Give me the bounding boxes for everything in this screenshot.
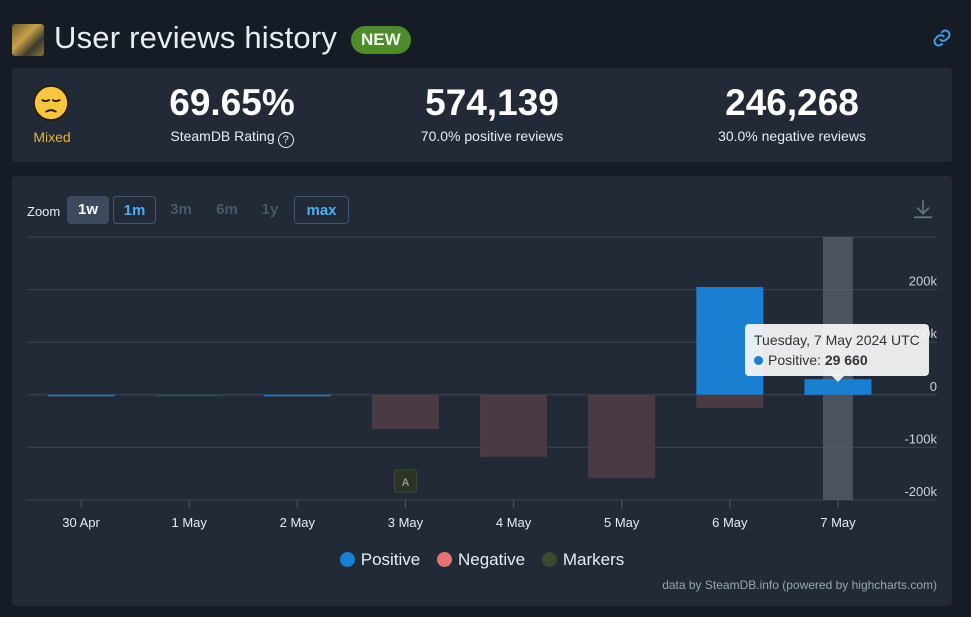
rating-summary: Mixed 69.65% SteamDB Rating? 574,139 70.… — [12, 68, 952, 162]
zoom-1w-button[interactable]: 1w — [67, 196, 109, 224]
x-tick-label: 4 May — [496, 515, 532, 530]
reviews-chart: A 30 Apr 1 May 2 May 3 May 4 May 5 May 6 May 7 M… — [12, 176, 952, 606]
steamdb-rating-label: SteamDB Rating — [170, 128, 275, 144]
chart-canvas: A 30 Apr 1 May 2 May 3 May 4 May 5 May 6 May 7 M… — [27, 236, 938, 530]
legend-dot-markers — [541, 552, 557, 567]
bar-negative — [371, 394, 439, 429]
chart-legend: Positive Negative Markers — [12, 550, 952, 570]
positive-count: 574,139 — [425, 82, 559, 123]
y-tick-label: 0 — [930, 379, 937, 394]
x-tick-label: 6 May — [712, 515, 748, 530]
tooltip-series-dot — [754, 356, 763, 365]
bar-negative — [480, 394, 548, 457]
link-icon[interactable] — [932, 28, 952, 48]
legend-dot-negative — [437, 552, 452, 567]
negative-label: 30.0% negative reviews — [718, 128, 866, 144]
bar-positive — [263, 394, 331, 397]
tooltip-pointer — [830, 375, 845, 382]
bar-negative — [588, 394, 656, 478]
legend-label-negative: Negative — [458, 550, 526, 569]
legend-item-markers[interactable]: Markers — [541, 550, 625, 570]
y-tick-label: 200k — [909, 274, 938, 289]
bar-negative — [696, 394, 764, 408]
legend-item-positive[interactable]: Positive — [339, 550, 421, 570]
legend-label-markers: Markers — [562, 550, 625, 569]
positive-reviews-stat: 574,139 70.0% positive reviews — [402, 82, 582, 144]
rating-label: Mixed — [33, 129, 71, 145]
marker-flag — [393, 469, 417, 493]
new-badge: NEW — [351, 26, 411, 54]
download-icon[interactable] — [912, 198, 934, 220]
chart-tooltip: Tuesday, 7 May 2024 UTC Positive: 29 660 — [745, 324, 929, 376]
zoom-1m-button[interactable]: 1m — [113, 196, 156, 224]
legend-item-negative[interactable]: Negative — [437, 550, 525, 570]
legend-dot-positive — [339, 552, 355, 567]
legend-label-positive: Positive — [360, 550, 421, 569]
y-tick-label: -200k — [904, 484, 937, 499]
page-title: User reviews history — [54, 20, 338, 55]
tooltip-value: 29 660 — [824, 352, 868, 368]
tooltip-date: Tuesday, 7 May 2024 UTC — [754, 332, 920, 348]
chart-credits: data by SteamDB.info (powered by highcha… — [662, 578, 937, 592]
x-tick-label: 1 May — [171, 515, 207, 530]
bar-positive — [47, 394, 115, 397]
zoom-1y-button[interactable]: 1y — [261, 201, 279, 218]
steamdb-rating-value: 69.65% — [169, 82, 295, 123]
negative-count: 246,268 — [725, 82, 859, 123]
game-capsule-icon[interactable] — [12, 24, 44, 56]
zoom-max-button[interactable]: max — [294, 196, 349, 224]
pensive-face-icon — [32, 84, 70, 122]
tooltip-row: Positive: 29 660 — [754, 352, 920, 368]
bar-positive — [804, 379, 872, 395]
steamdb-rating-caption: SteamDB Rating? — [142, 128, 322, 148]
negative-reviews-stat: 246,268 30.0% negative reviews — [692, 82, 892, 144]
zoom-3m-button[interactable]: 3m — [170, 201, 192, 218]
x-tick-label: 7 May — [820, 515, 856, 530]
y-tick-label: -100k — [904, 431, 937, 446]
marker-label: A — [401, 477, 409, 489]
positive-label: 70.0% positive reviews — [420, 128, 564, 144]
x-tick-label: 30 Apr — [62, 515, 100, 530]
zoom-6m-button[interactable]: 6m — [216, 201, 238, 218]
help-icon[interactable]: ? — [277, 132, 294, 148]
steamdb-rating-stat: 69.65% SteamDB Rating? — [142, 82, 322, 148]
x-tick-label: 2 May — [280, 515, 316, 530]
tooltip-series: Positive: — [768, 352, 821, 368]
bar-negative — [155, 394, 223, 397]
zoom-label: Zoom — [27, 204, 61, 219]
x-tick-label: 3 May — [388, 515, 424, 530]
x-tick-label: 5 May — [604, 515, 640, 530]
page-header: User reviews history NEW — [12, 20, 960, 58]
